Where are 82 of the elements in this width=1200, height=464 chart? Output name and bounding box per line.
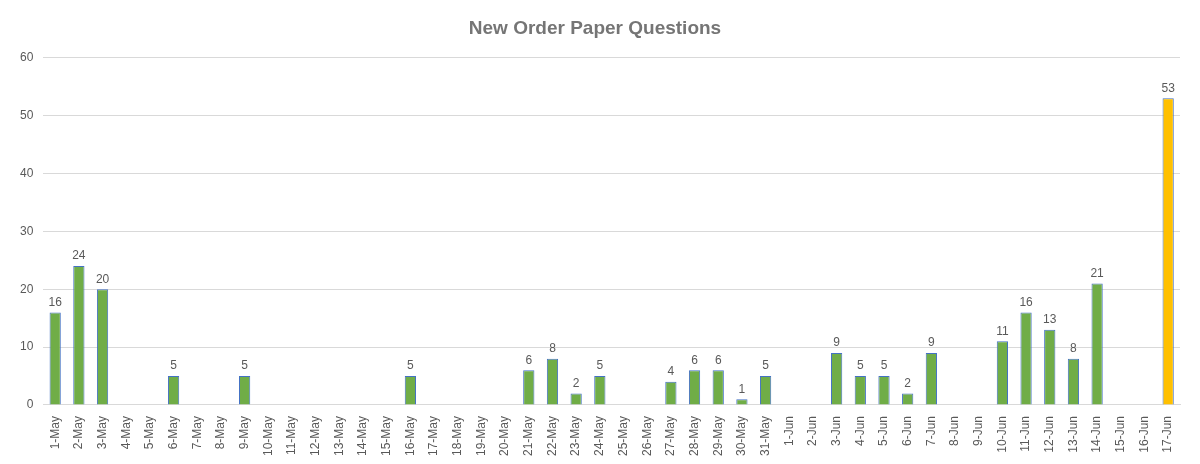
- y-tick-label: 50: [19, 107, 34, 122]
- x-tick-label: 4-May: [118, 415, 133, 450]
- x-tick-label: 28-May: [686, 415, 701, 456]
- x-tick-label: 12-Jun: [1042, 415, 1057, 453]
- data-label: 16: [48, 294, 63, 309]
- y-tick-label: 10: [19, 339, 34, 354]
- x-tick-label: 10-Jun: [994, 415, 1009, 453]
- x-tick-label: 17-Jun: [1160, 415, 1175, 453]
- data-label: 20: [95, 271, 110, 286]
- data-label: 2: [572, 375, 580, 390]
- x-tick-label: 2-May: [71, 415, 86, 450]
- data-label: 5: [241, 358, 249, 373]
- data-label: 5: [596, 358, 604, 373]
- x-tick-label: 1-Jun: [781, 415, 796, 447]
- x-tick-label: 24-May: [592, 415, 607, 456]
- data-label: 6: [714, 352, 722, 367]
- x-tick-label: 29-May: [710, 415, 725, 456]
- x-tick-label: 12-May: [307, 415, 322, 456]
- data-label: 6: [691, 352, 699, 367]
- y-tick-label: 30: [19, 223, 34, 238]
- x-tick-label: 21-May: [521, 415, 536, 456]
- data-label: 21: [1090, 265, 1105, 280]
- data-label: 5: [880, 358, 888, 373]
- y-tick-label: 0: [26, 397, 34, 412]
- x-tick-label: 23-May: [568, 415, 583, 456]
- x-tick-label: 31-May: [757, 415, 772, 456]
- x-tick-label: 4-Jun: [852, 415, 867, 447]
- data-label: 6: [525, 352, 533, 367]
- data-label: 5: [762, 358, 770, 373]
- data-label: 2: [904, 375, 912, 390]
- x-tick-label: 20-May: [497, 415, 512, 456]
- x-tick-label: 16-May: [402, 415, 417, 456]
- x-tick-label: 25-May: [615, 415, 630, 456]
- data-label: 8: [549, 341, 557, 356]
- x-tick-label: 6-May: [165, 415, 180, 450]
- x-tick-label: 11-Jun: [1018, 415, 1033, 452]
- data-label: 11: [996, 323, 1009, 338]
- x-tick-label: 3-May: [94, 415, 109, 450]
- data-label: 13: [1043, 312, 1057, 327]
- x-tick-label: 14-Jun: [1089, 415, 1104, 453]
- y-tick-label: 20: [19, 281, 34, 296]
- x-tick-label: 26-May: [639, 415, 654, 456]
- x-tick-label: 19-May: [473, 415, 488, 456]
- x-tick-label: 1-May: [47, 415, 62, 450]
- x-tick-label: 14-May: [355, 415, 370, 456]
- data-label: 24: [72, 248, 86, 263]
- x-tick-label: 16-Jun: [1136, 415, 1151, 453]
- data-label: 5: [407, 358, 415, 373]
- data-label: 16: [1019, 294, 1034, 309]
- x-tick-label: 7-May: [189, 415, 204, 450]
- x-tick-label: 8-May: [213, 415, 228, 450]
- data-label: 5: [170, 358, 178, 373]
- x-tick-label: 3-Jun: [828, 415, 843, 447]
- x-tick-label: 7-Jun: [923, 415, 938, 447]
- x-tick-label: 5-Jun: [876, 415, 891, 447]
- y-tick-label: 60: [19, 50, 34, 65]
- data-label: 8: [1070, 341, 1078, 356]
- data-label: 5: [856, 358, 864, 373]
- x-tick-label: 27-May: [663, 415, 678, 456]
- data-label: 9: [833, 335, 841, 350]
- x-tick-label: 22-May: [544, 415, 559, 456]
- data-label: 4: [667, 364, 675, 379]
- x-tick-label: 11-May: [284, 415, 299, 456]
- x-tick-label: 18-May: [450, 415, 465, 456]
- x-tick-label: 5-May: [142, 415, 157, 450]
- chart-title: New Order Paper Questions: [468, 16, 722, 38]
- x-tick-label: 13-Jun: [1065, 415, 1080, 453]
- x-tick-label: 6-Jun: [899, 415, 914, 447]
- x-tick-label: 10-May: [260, 415, 275, 456]
- x-tick-label: 15-Jun: [1113, 415, 1128, 453]
- data-label: 1: [738, 381, 746, 396]
- x-tick-label: 17-May: [426, 415, 441, 456]
- x-tick-label: 8-Jun: [947, 415, 962, 447]
- x-tick-label: 2-Jun: [805, 415, 820, 447]
- x-tick-label: 15-May: [379, 415, 394, 456]
- x-tick-label: 30-May: [734, 415, 749, 456]
- data-label: 9: [928, 335, 936, 350]
- x-tick-label: 13-May: [331, 415, 346, 456]
- y-tick-label: 40: [19, 165, 34, 180]
- data-label: 53: [1161, 80, 1176, 95]
- x-tick-label: 9-Jun: [971, 415, 986, 447]
- x-tick-label: 9-May: [236, 415, 251, 450]
